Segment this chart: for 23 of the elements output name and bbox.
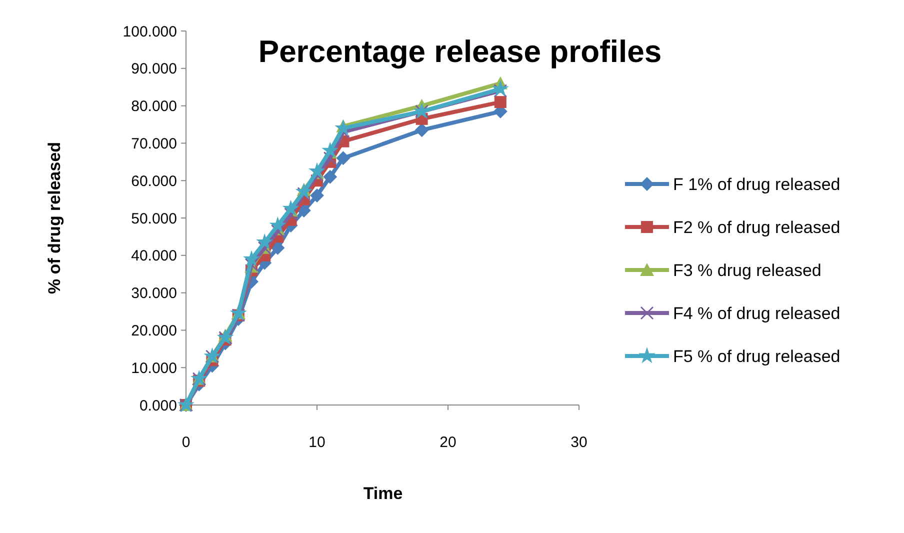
y-tick-label: 90.000 bbox=[131, 60, 177, 78]
y-tick-label: 70.000 bbox=[131, 135, 177, 152]
y-tick-label: 40.000 bbox=[131, 248, 177, 265]
y-tick-label: 0.000 bbox=[139, 397, 177, 414]
x-tick-label: 10 bbox=[308, 434, 326, 451]
x-tick-label: 0 bbox=[182, 434, 190, 451]
y-tick-label: 50.000 bbox=[131, 210, 177, 228]
legend-label: F 1% of drug released bbox=[673, 174, 840, 194]
y-tick-label: 100.000 bbox=[122, 23, 177, 40]
y-tick-label: 20.000 bbox=[131, 322, 177, 340]
legend-label: F3 % drug released bbox=[673, 260, 822, 280]
y-tick-label: 10.000 bbox=[131, 360, 177, 377]
y-tick-label: 60.000 bbox=[131, 172, 177, 190]
chart-title: Percentage release profiles bbox=[258, 34, 662, 69]
x-tick-label: 20 bbox=[440, 434, 456, 451]
y-tick-label: 30.000 bbox=[131, 285, 177, 302]
x-axis-title: Time bbox=[363, 484, 403, 503]
legend-label: F5 % of drug released bbox=[673, 346, 840, 366]
legend-label: F4 % of drug released bbox=[673, 304, 840, 323]
legend-label: F2 % of drug released bbox=[673, 218, 840, 237]
x-tick-label: 30 bbox=[570, 434, 588, 451]
y-tick-label: 80.000 bbox=[131, 98, 177, 116]
y-axis-title: % of drug released bbox=[45, 142, 64, 294]
